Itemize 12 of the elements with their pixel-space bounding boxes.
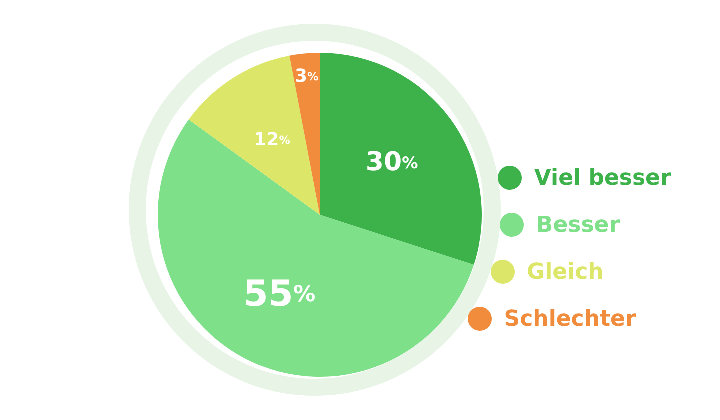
pie-slice bbox=[320, 53, 482, 266]
data-label: 3% bbox=[295, 66, 319, 87]
legend-label: Besser bbox=[536, 212, 620, 238]
pie-slice bbox=[158, 120, 474, 377]
legend-label: Schlechter bbox=[504, 306, 636, 332]
pie-slice bbox=[188, 56, 320, 215]
pie-slice bbox=[290, 53, 320, 215]
legend-label: Viel besser bbox=[534, 166, 672, 190]
data-label: 55% bbox=[243, 274, 316, 315]
data-label: 30% bbox=[366, 148, 418, 178]
data-label: 12% bbox=[254, 129, 290, 150]
legend-label: Gleich bbox=[527, 260, 604, 284]
